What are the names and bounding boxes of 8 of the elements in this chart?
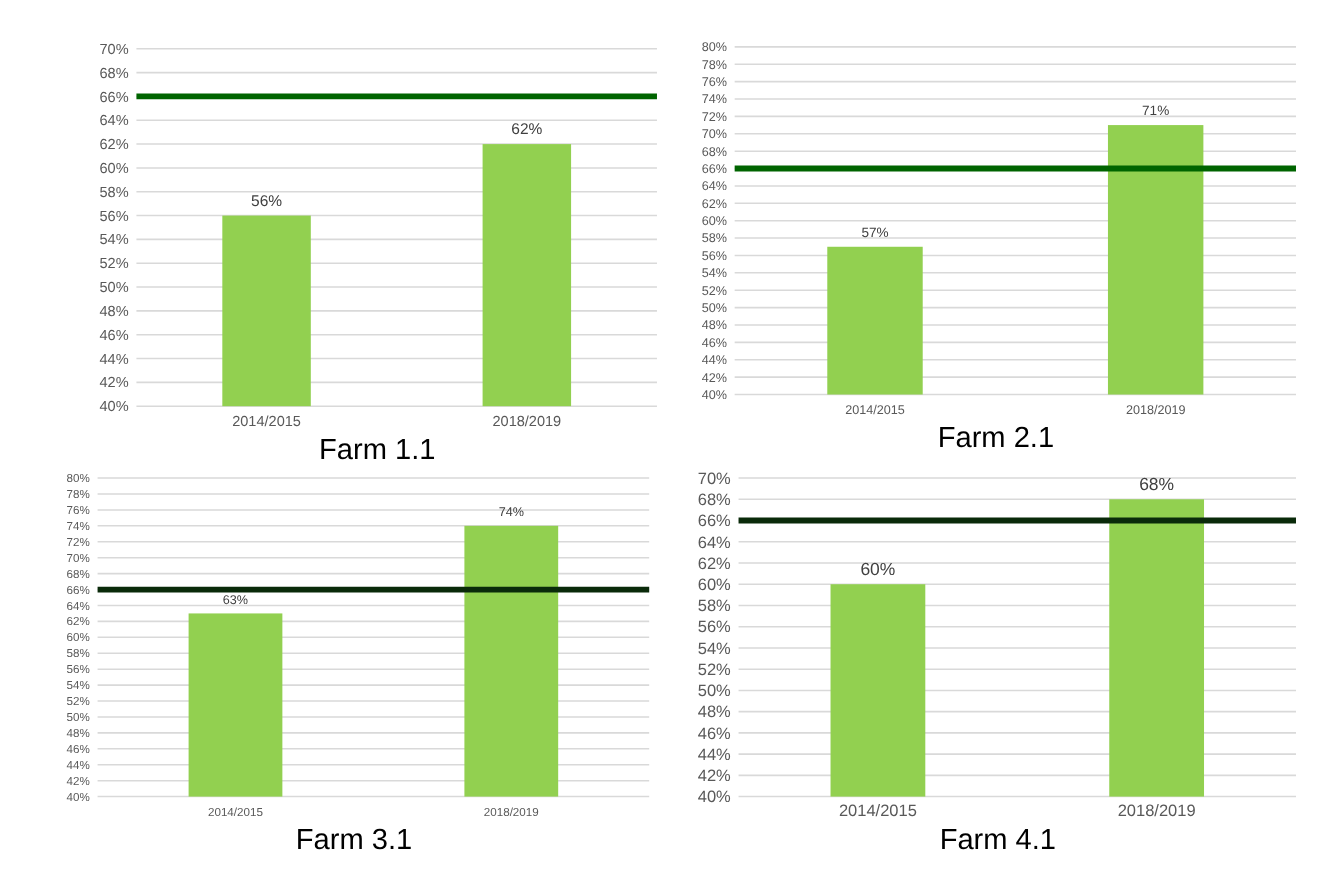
data-label: 68% [1139,473,1175,494]
x-axis-title: Farm 1.1 [319,434,436,467]
data-label: 56% [251,191,283,210]
x-axis-title: Farm 3.1 [295,825,413,858]
x-axis-title: Farm 2.1 [937,422,1055,455]
data-label: 62% [511,120,543,139]
x-axis-title: Farm 4.1 [939,825,1057,858]
data-label: 60% [860,558,896,579]
